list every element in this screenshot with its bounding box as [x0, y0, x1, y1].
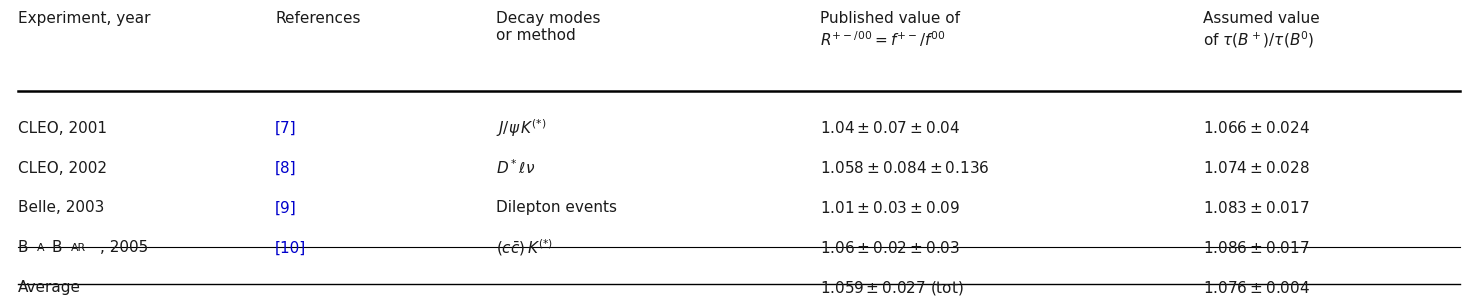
Text: Decay modes
or method: Decay modes or method [497, 11, 600, 44]
Text: $1.04 \pm 0.07 \pm 0.04$: $1.04 \pm 0.07 \pm 0.04$ [820, 120, 961, 136]
Text: [7]: [7] [275, 121, 297, 136]
Text: Average: Average [18, 280, 80, 295]
Text: $D^*\ell\nu$: $D^*\ell\nu$ [497, 159, 535, 177]
Text: A: A [37, 243, 44, 253]
Text: [10]: [10] [275, 240, 306, 255]
Text: Dilepton events: Dilepton events [497, 201, 616, 215]
Text: AR: AR [71, 243, 86, 253]
Text: $1.059 \pm 0.027$ (tot): $1.059 \pm 0.027$ (tot) [820, 279, 964, 297]
Text: $1.074 \pm 0.028$: $1.074 \pm 0.028$ [1203, 160, 1310, 176]
Text: $J/\psi\,K^{(*)}$: $J/\psi\,K^{(*)}$ [497, 117, 547, 139]
Text: $1.083 \pm 0.017$: $1.083 \pm 0.017$ [1203, 200, 1310, 216]
Text: Published value of
$R^{+-/00} = f^{+-}/f^{00}$: Published value of $R^{+-/00} = f^{+-}/f… [820, 11, 961, 49]
Text: References: References [275, 11, 361, 26]
Text: $1.06 \pm 0.02 \pm 0.03$: $1.06 \pm 0.02 \pm 0.03$ [820, 240, 961, 256]
Text: $1.01 \pm 0.03 \pm 0.09$: $1.01 \pm 0.03 \pm 0.09$ [820, 200, 961, 216]
Text: $1.058 \pm 0.084 \pm 0.136$: $1.058 \pm 0.084 \pm 0.136$ [820, 160, 989, 176]
Text: Assumed value
of $\tau(B^+)/\tau(B^0)$: Assumed value of $\tau(B^+)/\tau(B^0)$ [1203, 11, 1320, 50]
Text: Belle, 2003: Belle, 2003 [18, 201, 103, 215]
Text: $1.066 \pm 0.024$: $1.066 \pm 0.024$ [1203, 120, 1310, 136]
Text: B: B [52, 240, 62, 255]
Text: [9]: [9] [275, 201, 297, 215]
Text: CLEO, 2001: CLEO, 2001 [18, 121, 106, 136]
Text: $1.086 \pm 0.017$: $1.086 \pm 0.017$ [1203, 240, 1310, 256]
Text: [8]: [8] [275, 161, 297, 176]
Text: CLEO, 2002: CLEO, 2002 [18, 161, 106, 176]
Text: $1.076 \pm 0.004$: $1.076 \pm 0.004$ [1203, 280, 1310, 296]
Text: B: B [18, 240, 28, 255]
Text: , 2005: , 2005 [101, 240, 148, 255]
Text: $(c\bar{c})\,K^{(*)}$: $(c\bar{c})\,K^{(*)}$ [497, 238, 553, 258]
Text: Experiment, year: Experiment, year [18, 11, 149, 26]
